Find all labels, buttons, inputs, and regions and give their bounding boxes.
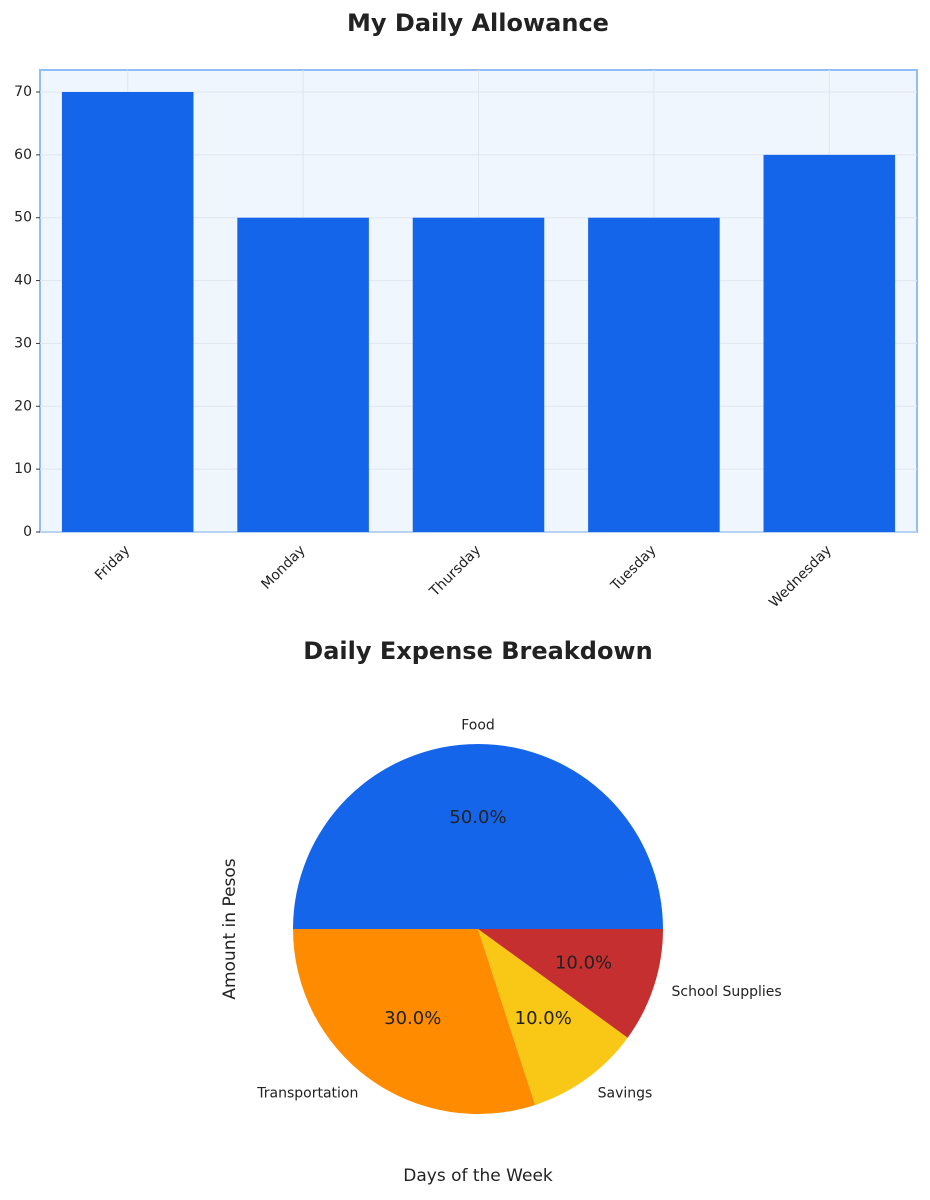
x-tick-label: Friday	[92, 542, 133, 583]
y-tick-label: 0	[23, 524, 32, 540]
chart-title: My Daily Allowance	[347, 9, 609, 37]
pie-slice	[478, 929, 663, 1038]
slice-label: Food	[461, 718, 495, 734]
x-tick-label: Monday	[258, 542, 308, 592]
x-tick-label: Wednesday	[766, 542, 835, 611]
slice-label: Transportation	[256, 1086, 358, 1102]
bar	[237, 217, 369, 532]
y-axis-label: Amount in Pesos	[220, 858, 240, 999]
pie-slice	[293, 744, 663, 929]
value-label: 10.0%	[555, 952, 612, 973]
slice-label: School Supplies	[672, 984, 782, 1000]
bar	[763, 154, 896, 532]
y-tick-label: 10	[14, 461, 32, 477]
x-tick-label: Tuesday	[607, 542, 659, 594]
y-tick-label: 60	[14, 147, 32, 163]
y-tick-label: 30	[14, 335, 32, 351]
chart-title: Daily Expense Breakdown	[303, 637, 652, 665]
y-tick-label: 20	[14, 398, 32, 414]
bar	[588, 217, 720, 532]
x-axis-label: Days of the Week	[403, 1166, 553, 1186]
pie-slice	[293, 929, 536, 1114]
value-label: 50.0%	[449, 807, 506, 828]
pie-slice	[478, 929, 628, 1105]
y-tick-label: 70	[14, 84, 32, 100]
x-tick-label: Thursday	[426, 542, 484, 600]
slice-label: Savings	[598, 1086, 653, 1102]
bar	[412, 217, 545, 532]
value-label: 30.0%	[384, 1008, 441, 1029]
bar	[61, 92, 194, 532]
y-tick-label: 50	[14, 210, 32, 226]
value-label: 10.0%	[515, 1008, 572, 1029]
y-tick-label: 40	[14, 273, 32, 289]
